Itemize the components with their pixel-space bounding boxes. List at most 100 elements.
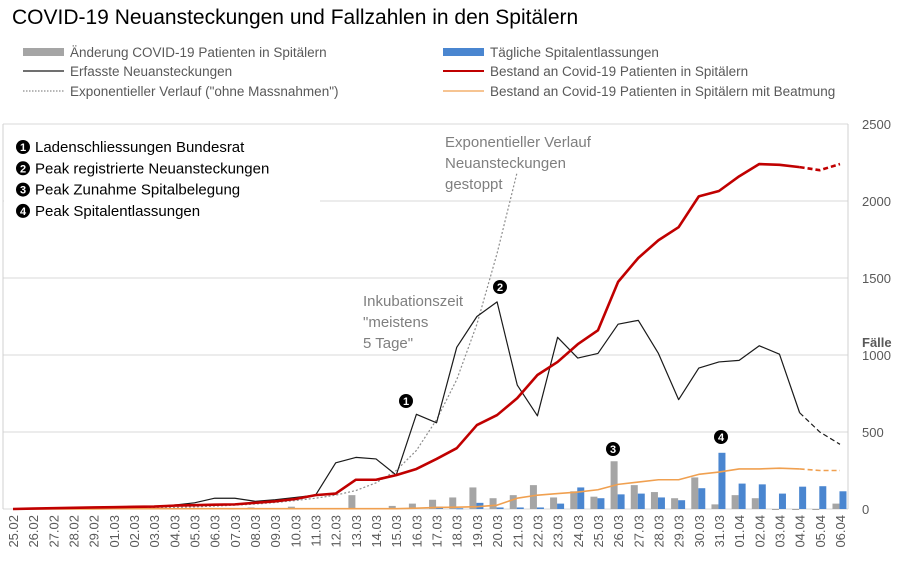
x-tick-label: 24.03 [571,515,586,548]
x-tick-label: 06.03 [208,515,223,548]
x-tick-label: 04.03 [167,515,182,548]
legend-label: Bestand an Covid-19 Patienten in Spitäle… [490,64,748,79]
line-hospital-patients-projected [799,162,841,172]
bar-discharges [778,493,786,509]
annotation-item: Ladenschliessungen Bundesrat [35,139,245,156]
legend-label: Änderung COVID-19 Patienten in Spitälern [70,45,327,60]
x-tick-label: 02.04 [752,515,767,548]
x-tick-label: 26.03 [611,515,626,548]
x-tick-label: 01.03 [107,515,122,548]
legend-label: Erfasste Neuansteckungen [70,64,232,79]
exp-stop-line-3: gestoppt [445,176,503,193]
x-tick-label: 27.02 [46,515,61,548]
legend: Änderung COVID-19 Patienten in Spitälern… [23,45,835,99]
bar-hospital-change [509,495,517,509]
line-ventilated [13,467,800,510]
bar-hospital-change [650,492,658,509]
x-tick-label: 20.03 [490,515,505,548]
legend-label: Bestand an Covid-19 Patienten in Spitäle… [490,84,835,99]
bar-hospital-change [731,495,739,509]
bar-hospital-change [832,503,840,509]
exp-stop-line-2: Neuansteckungen [445,155,566,172]
x-tick-label: 29.03 [672,515,687,548]
incubation-line-2: "meistens [363,314,428,331]
x-tick-label: 15.03 [389,515,404,548]
bar-discharges [496,507,504,509]
bar-discharges [456,508,464,510]
bar-hospital-change [489,498,497,509]
bar-discharges [718,452,726,509]
bar-discharges [637,493,645,509]
x-tick-label: 17.03 [430,515,445,548]
legend-label: Tägliche Spitalentlassungen [490,45,659,60]
annotation-item: Peak registrierte Neuansteckungen [35,160,269,177]
marker-badge [16,161,30,176]
marker-number: 4 [718,432,725,444]
annotation-box [4,126,320,246]
marker-badge [493,280,507,294]
marker-badge [16,182,30,197]
line-hospital-patients [12,162,800,511]
bar-hospital-change [751,498,759,509]
x-tick-label: 05.03 [188,515,203,548]
bar-hospital-change [429,499,437,509]
exponential-stop-note: Exponentieller Verlauf Neuansteckungen g… [445,134,592,193]
bar-discharges [758,484,766,509]
y-tick-label: 1500 [862,271,891,286]
marker-number: 3 [610,444,616,456]
x-tick-label: 08.03 [248,515,263,548]
bar-discharges [738,483,746,509]
bar-hospital-change [671,498,679,509]
lines [12,162,841,511]
bar-hospital-change [711,504,719,509]
x-tick-label: 29.02 [87,515,102,548]
bar-discharges [557,503,565,509]
x-tick-label: 16.03 [409,515,424,548]
line-new-infections-projected [799,412,841,445]
bars [227,452,847,510]
bar-discharges [698,488,706,509]
annotation-markers: 1 2 3 4 [399,280,728,456]
exp-stop-line-1: Exponentieller Verlauf [445,134,592,151]
incubation-line-3: 5 Tage" [363,335,413,352]
x-tick-label: 03.04 [772,515,787,548]
x-tick-label: 07.03 [228,515,243,548]
bar-hospital-change [691,477,699,509]
annotation-item: Peak Spitalentlassungen [35,203,200,220]
y-axis-ticks: 0 500 1000 1500 2000 2500 [862,117,891,517]
bar-hospital-change [388,505,396,509]
legend-swatch [23,48,64,56]
marker-number: 2 [497,282,503,294]
x-tick-label: 23.03 [551,515,566,548]
y-tick-label: 1000 [862,348,891,363]
bar-hospital-change [287,506,295,509]
marker-number: 3 [20,185,26,197]
marker-number: 2 [20,163,26,175]
bar-discharges [657,497,665,509]
bar-discharges [516,507,524,509]
incubation-note: Inkubationszeit "meistens 5 Tage" [363,293,464,352]
x-tick-label: 30.03 [692,515,707,548]
y-tick-label: 0 [862,502,869,517]
x-tick-label: 22.03 [530,515,545,548]
marker-badge [16,203,30,218]
y-axis-label: Fälle [862,335,892,350]
legend-swatch [443,48,484,56]
bar-discharges [799,486,807,509]
x-tick-label: 11.03 [309,515,324,547]
marker-number: 1 [20,142,26,154]
annotation-list: 1 Ladenschliessungen Bundesrat 2 Peak regis… [16,139,269,220]
marker-number: 4 [20,206,27,218]
x-tick-label: 18.03 [450,515,465,548]
x-tick-label: 31.03 [712,515,727,548]
bar-hospital-change [590,496,598,509]
x-tick-label: 27.03 [631,515,646,548]
bar-discharges [678,500,686,509]
x-tick-label: 09.03 [268,515,283,548]
bar-hospital-change [630,485,638,509]
marker-badge [714,430,728,444]
bar-discharges [577,487,585,509]
bar-hospital-change [570,491,578,509]
bar-hospital-change [348,495,356,509]
bar-discharges [536,507,544,509]
